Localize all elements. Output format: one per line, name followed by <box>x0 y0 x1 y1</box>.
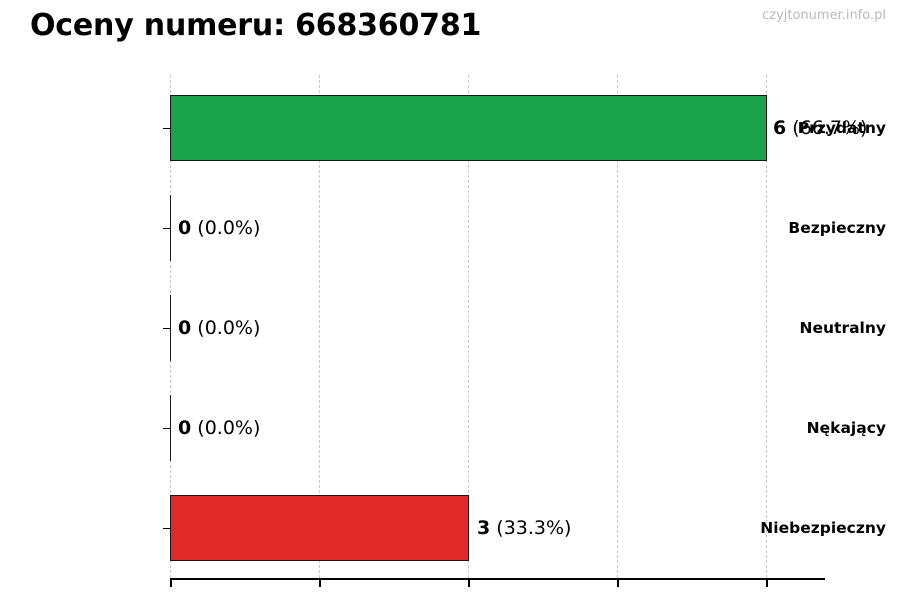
gridline-1 <box>319 75 320 578</box>
gridline-3 <box>617 75 618 578</box>
y-tick-nekajacy <box>163 428 170 429</box>
bar-count-przydatny: 6 <box>773 117 787 139</box>
x-tick-3 <box>617 578 619 587</box>
x-axis-line <box>170 578 825 580</box>
y-tick-bezpieczny <box>163 228 170 229</box>
y-axis-label-nekajacy: Nękający <box>806 419 886 437</box>
bar-percent-neutralny: (0.0%) <box>197 317 261 339</box>
gridline-4 <box>766 75 767 578</box>
bar-percent-nekajacy: (0.0%) <box>197 417 261 439</box>
bar-value-neutralny: 0 (0.0%) <box>178 317 260 339</box>
bar-count-nekajacy: 0 <box>178 417 192 439</box>
bar-percent-przydatny: (66.7%) <box>792 117 868 139</box>
bar-count-bezpieczny: 0 <box>178 217 192 239</box>
bar-value-nekajacy: 0 (0.0%) <box>178 417 260 439</box>
bar-neutralny <box>170 295 171 361</box>
site-watermark: czyjtonumer.info.pl <box>762 8 886 23</box>
y-axis-label-bezpieczny: Bezpieczny <box>788 219 886 237</box>
bar-value-niebezpieczny: 3 (33.3%) <box>477 517 571 539</box>
bar-count-niebezpieczny: 3 <box>477 517 491 539</box>
y-axis-label-neutralny: Neutralny <box>799 319 886 337</box>
bar-bezpieczny <box>170 195 171 261</box>
y-axis-label-przydatny: Przydatny <box>797 119 886 137</box>
y-tick-neutralny <box>163 328 170 329</box>
y-axis-label-niebezpieczny: Niebezpieczny <box>760 519 886 537</box>
bar-przydatny <box>170 95 767 161</box>
bar-value-bezpieczny: 0 (0.0%) <box>178 217 260 239</box>
bar-niebezpieczny <box>170 495 469 561</box>
x-tick-0 <box>170 578 172 587</box>
bar-percent-niebezpieczny: (33.3%) <box>496 517 572 539</box>
y-tick-niebezpieczny <box>163 528 170 529</box>
bar-nekajacy <box>170 395 171 461</box>
bar-count-neutralny: 0 <box>178 317 192 339</box>
page-title: Oceny numeru: 668360781 <box>30 8 482 43</box>
y-tick-przydatny <box>163 128 170 129</box>
bar-value-przydatny: 6 (66.7%) <box>773 117 867 139</box>
x-tick-2 <box>468 578 470 587</box>
gridline-2 <box>468 75 469 578</box>
bar-percent-bezpieczny: (0.0%) <box>197 217 261 239</box>
x-tick-4 <box>766 578 768 587</box>
x-tick-1 <box>319 578 321 587</box>
